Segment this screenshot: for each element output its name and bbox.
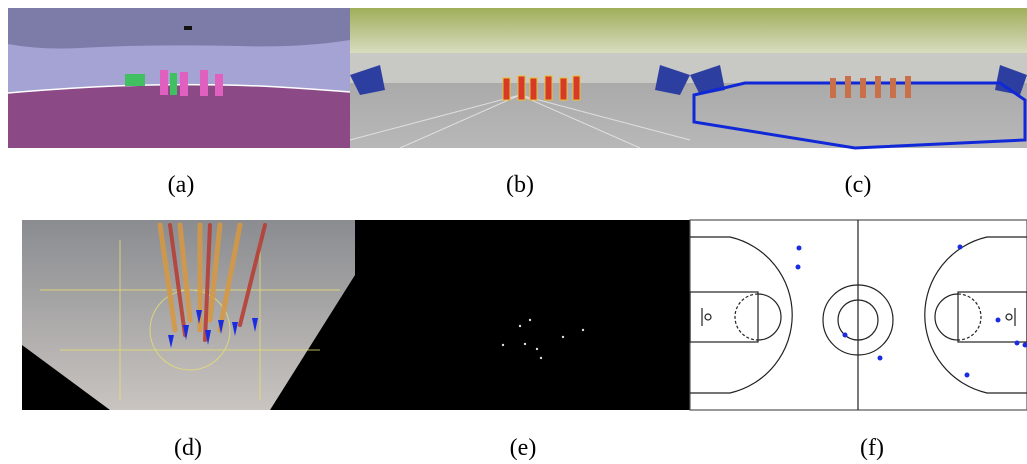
panel-label: (a) xyxy=(168,172,195,198)
panel-label: (b) xyxy=(506,172,534,198)
panel-label: (e) xyxy=(510,435,537,461)
panel-b xyxy=(350,8,690,148)
panel-d xyxy=(22,220,355,410)
panel-e xyxy=(355,220,690,410)
panel-label: (d) xyxy=(174,435,202,461)
figure: (a) (b) (c) xyxy=(0,0,1027,464)
panel-f xyxy=(690,220,1027,410)
panel-label: (c) xyxy=(845,172,872,198)
panel-a xyxy=(8,8,350,148)
panel-label: (f) xyxy=(860,435,884,461)
panel-c xyxy=(690,8,1027,148)
